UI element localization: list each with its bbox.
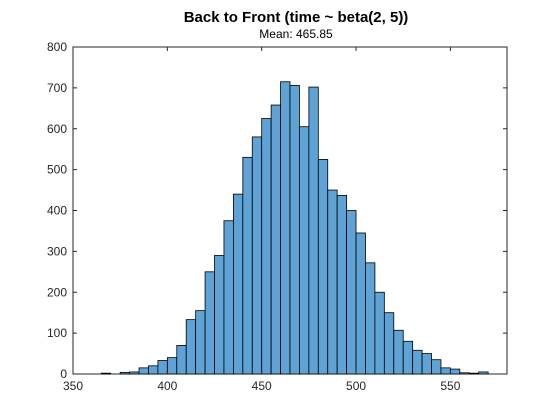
histogram-bar	[383, 312, 395, 375]
x-tick-label: 350	[63, 379, 83, 393]
histogram-bar	[138, 367, 149, 375]
histogram-bar	[185, 319, 197, 375]
histogram-bar	[223, 220, 234, 375]
histogram-bar	[100, 372, 112, 375]
histogram-bar	[336, 194, 348, 375]
histogram-bar	[289, 85, 300, 375]
y-tick-label: 700	[47, 81, 67, 95]
y-tick-label: 300	[47, 244, 67, 258]
histogram-bar	[251, 136, 263, 375]
histogram-bar	[393, 329, 404, 375]
histogram-bar	[119, 371, 131, 375]
histogram-bar	[468, 372, 480, 375]
y-axis: 0 100 200 300 400 500 600 700 800	[47, 40, 507, 381]
y-tick-label: 600	[47, 122, 67, 136]
histogram-bar	[478, 371, 489, 375]
y-tick-label: 800	[47, 40, 67, 54]
histogram-bar	[346, 210, 357, 375]
histogram-bar	[129, 371, 140, 375]
x-tick-label: 500	[346, 379, 366, 393]
x-tick-label: 550	[440, 379, 460, 393]
histogram-bar	[365, 262, 376, 375]
histogram-bar	[459, 372, 470, 375]
histogram-bar	[431, 359, 442, 375]
y-tick-label: 0	[60, 367, 67, 381]
histogram-bar	[327, 189, 338, 375]
histogram-bar	[214, 255, 225, 375]
x-tick-label: 450	[252, 379, 272, 393]
chart-subtitle: Mean: 465.85	[259, 27, 333, 41]
histogram-bar	[148, 365, 159, 375]
y-tick-label: 100	[47, 326, 67, 340]
histogram-bar	[440, 367, 451, 375]
histogram-bar	[421, 353, 432, 375]
x-tick-label: 400	[157, 379, 177, 393]
histogram-bar	[232, 193, 244, 375]
histogram-bar	[176, 344, 187, 375]
histogram-bar	[204, 271, 215, 375]
histogram-bar	[402, 340, 414, 375]
y-tick-label: 200	[47, 285, 67, 299]
histogram-bar	[261, 118, 272, 375]
histogram-bar	[412, 349, 423, 375]
histogram-bar	[195, 310, 206, 375]
y-tick-label: 400	[47, 204, 67, 218]
histogram-bars	[100, 81, 489, 375]
y-tick-label: 500	[47, 163, 67, 177]
histogram-bar	[299, 126, 310, 375]
histogram-bar	[374, 291, 385, 375]
histogram-bar	[317, 159, 329, 375]
histogram-bar	[157, 360, 168, 375]
histogram-bar	[280, 81, 291, 375]
histogram-bar	[242, 156, 253, 375]
histogram-bar	[308, 86, 319, 375]
histogram-bar	[449, 368, 461, 375]
histogram-bar	[270, 104, 281, 375]
histogram-bar	[355, 232, 366, 375]
x-axis: 350 400 450 500 550	[63, 47, 461, 393]
histogram-bar	[166, 357, 178, 375]
chart-title: Back to Front (time ~ beta(2, 5))	[184, 9, 409, 26]
